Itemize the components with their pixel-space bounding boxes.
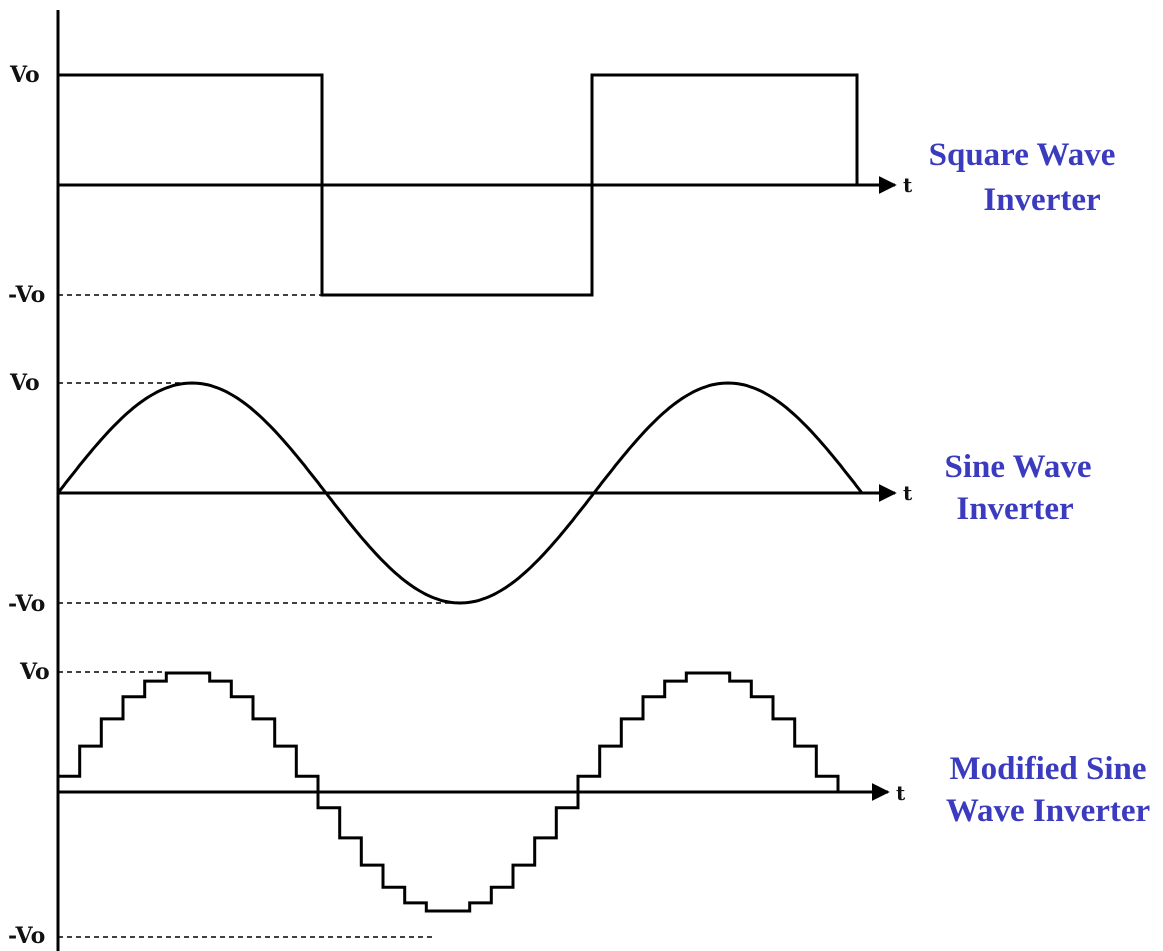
square-neg-vo-label: -Vo <box>8 282 45 308</box>
sine-caption-line1: Sine Wave <box>944 449 1091 485</box>
sine-t-label: t <box>903 481 913 505</box>
sine-vo-label: Vo <box>9 370 40 396</box>
modified-t-label: t <box>896 781 906 805</box>
square-caption-line1: Square Wave <box>929 137 1116 173</box>
sine-wave-trace <box>56 381 864 605</box>
square-t-label: t <box>903 173 913 197</box>
modified-vo-label: Vo <box>19 659 50 685</box>
sine-neg-vo-label: -Vo <box>8 591 45 617</box>
square-vo-label: Vo <box>9 62 40 88</box>
modified-sine-wave-trace <box>58 671 840 913</box>
square-wave-trace <box>58 73 859 297</box>
modified-neg-vo-label: -Vo <box>8 923 45 949</box>
modified-caption-line1: Modified Sine <box>949 751 1146 787</box>
square-wave-panel: t Vo -Vo Square Wave Inverter <box>8 62 1115 308</box>
modified-caption-line2: Wave Inverter <box>946 793 1150 829</box>
square-caption-line2: Inverter <box>983 182 1100 218</box>
modified-sine-panel: t Vo -Vo Modified Sine Wave Inverter <box>8 659 1150 949</box>
sine-wave-panel: t Vo -Vo Sine Wave Inverter <box>8 370 1092 617</box>
sine-caption-line2: Inverter <box>956 491 1073 527</box>
